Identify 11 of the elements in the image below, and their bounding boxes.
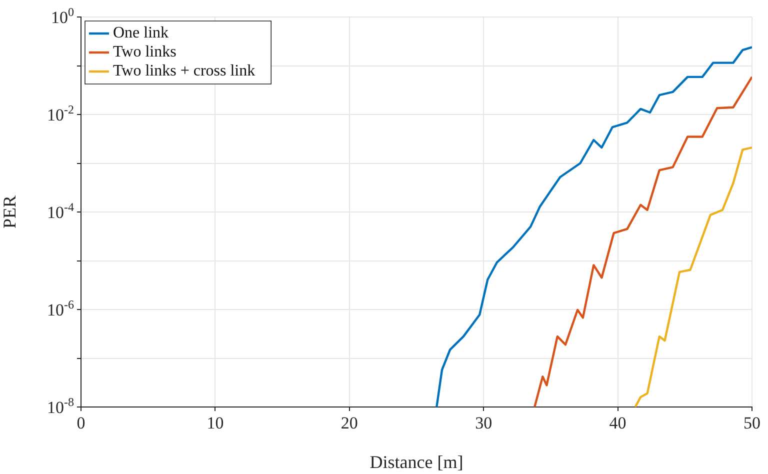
x-tick-label: 20 bbox=[340, 414, 358, 433]
x-axis-title: Distance [m] bbox=[370, 452, 464, 472]
legend-label: Two links bbox=[113, 44, 176, 61]
x-tick-label: 0 bbox=[76, 414, 86, 433]
legend-label: Two links + cross link bbox=[113, 62, 256, 80]
x-tick-label: 10 bbox=[206, 414, 224, 433]
legend-label: One link bbox=[113, 24, 169, 42]
y-axis-title: PER bbox=[0, 195, 20, 229]
x-tick-label: 50 bbox=[744, 414, 760, 433]
x-tick-label: 40 bbox=[609, 414, 626, 433]
x-tick-label: 30 bbox=[475, 414, 492, 433]
